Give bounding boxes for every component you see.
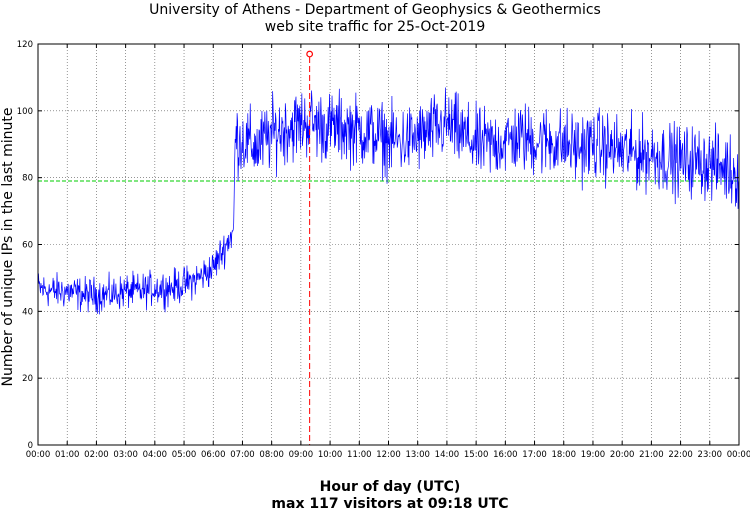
x-tick-label: 23:00 — [698, 450, 723, 460]
traffic-series-line — [37, 87, 740, 315]
x-tick-label: 10:00 — [318, 450, 343, 460]
x-tick-label: 00:00 — [26, 450, 51, 460]
x-tick-label: 08:00 — [259, 450, 284, 460]
x-tick-label: 20:00 — [610, 450, 635, 460]
y-axis-ticks: 0 20 40 60 80 100 120 — [17, 40, 739, 451]
max-marker-layer — [306, 50, 314, 445]
y-tick-label: 80 — [22, 174, 33, 184]
x-tick-label: 19:00 — [581, 450, 606, 460]
x-tick-label: 06:00 — [201, 450, 226, 460]
x-tick-label: 17:00 — [522, 450, 547, 460]
x-tick-label: 11:00 — [347, 450, 372, 460]
max-point-marker — [306, 50, 314, 58]
chart-caption: max 117 visitors at 09:18 UTC — [271, 496, 508, 511]
grid — [38, 44, 739, 445]
chart-subtitle: web site traffic for 25-Oct-2019 — [265, 19, 486, 35]
y-tick-label: 100 — [17, 107, 33, 117]
x-tick-label: 03:00 — [113, 450, 138, 460]
x-tick-label: 09:00 — [289, 450, 314, 460]
x-tick-label: 22:00 — [668, 450, 693, 460]
x-tick-label: 00:00 — [727, 450, 750, 460]
y-tick-label: 40 — [22, 307, 33, 317]
x-tick-label: 07:00 — [230, 450, 255, 460]
y-tick-label: 120 — [17, 40, 33, 50]
x-tick-label: 13:00 — [405, 450, 430, 460]
x-tick-label: 04:00 — [143, 450, 168, 460]
y-tick-label: 20 — [22, 374, 33, 384]
x-tick-label: 01:00 — [55, 450, 80, 460]
x-tick-label: 05:00 — [172, 450, 197, 460]
x-tick-label: 02:00 — [84, 450, 109, 460]
chart-title: University of Athens - Department of Geo… — [149, 2, 601, 18]
series-layer — [37, 87, 740, 315]
y-axis-label: Number of unique IPs in the last minute — [0, 108, 16, 387]
y-tick-label: 60 — [22, 241, 33, 251]
x-tick-label: 21:00 — [639, 450, 664, 460]
x-tick-label: 15:00 — [464, 450, 489, 460]
x-tick-label: 16:00 — [493, 450, 518, 460]
x-axis-ticks: 00:00 01:00 02:00 03:00 04:00 05:00 06:00 07:00… — [26, 44, 750, 460]
x-tick-label: 18:00 — [552, 450, 577, 460]
x-axis-label: Hour of day (UTC) — [320, 479, 461, 495]
x-tick-label: 12:00 — [376, 450, 401, 460]
y-tick-label: 0 — [28, 441, 33, 451]
x-tick-label: 14:00 — [435, 450, 460, 460]
